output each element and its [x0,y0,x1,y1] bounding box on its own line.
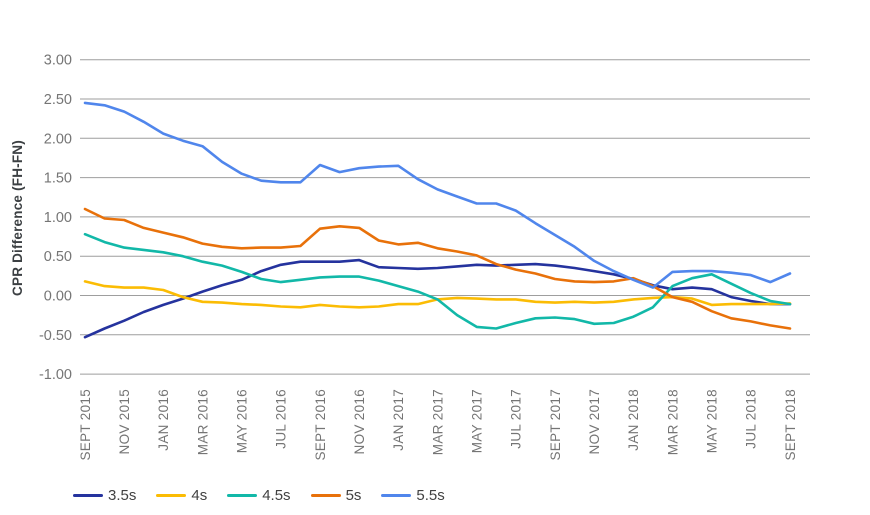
y-tick-label: 2.50 [44,92,72,108]
legend-swatch-4s [156,493,187,498]
x-tick-label: SEPT 2018 [783,389,798,461]
legend-label: 4.5s [262,487,291,504]
legend-item-5s: 5s [310,487,362,504]
legend-swatch-5s [310,493,341,498]
y-tick-label: 1.00 [44,210,72,226]
legend-label: 4s [191,487,208,504]
x-tick-label: JAN 2016 [156,389,171,451]
series-line-3.5s [83,258,792,339]
x-tick-label: MAR 2016 [195,389,210,455]
y-tick-label: 2.00 [44,131,72,147]
legend-label: 3.5s [108,487,137,504]
legend-swatch-3.5s [73,493,103,498]
series-line-4.5s [83,232,792,330]
x-tick-label: NOV 2017 [587,389,602,454]
y-tick-label: 0.50 [44,249,72,265]
x-tick-label: JUL 2017 [509,389,524,449]
x-tick-label: JUL 2016 [274,389,289,449]
legend-label: 5.5s [416,487,445,504]
series-line-4s [83,280,792,309]
y-tick-label: -0.50 [39,328,72,344]
y-tick-label: 3.00 [44,53,72,69]
x-tick-label: SEPT 2015 [78,389,93,461]
x-tick-label: NOV 2016 [352,389,367,454]
y-tick-label: 0.00 [44,289,72,305]
x-tick-label: MAY 2018 [704,389,719,453]
x-tick-label: MAR 2017 [430,389,445,455]
x-tick-label: JAN 2018 [626,389,641,451]
legend-item-4.5s: 4.5s [227,487,291,504]
series-line-5.5s [83,101,792,289]
legend-item-3.5s: 3.5s [73,487,136,504]
legend-swatch-4.5s [227,493,258,498]
x-tick-label: SEPT 2017 [548,389,563,461]
x-tick-label: MAR 2018 [665,389,680,455]
y-axis-title: CPR Difference (FH-FN) [10,140,25,296]
x-tick-label: SEPT 2016 [313,389,328,461]
legend-label: 5s [345,487,362,504]
x-tick-label: JUL 2018 [744,389,759,449]
x-tick-label: JAN 2017 [391,389,406,451]
y-tick-label: -1.00 [39,367,72,383]
series-line-5s [83,207,792,330]
y-tick-label: 1.50 [44,171,72,187]
legend: 3.5s 4s 4.5s 5s 5.5s [73,487,445,504]
legend-swatch-5.5s [381,493,412,498]
x-tick-label: MAY 2016 [234,389,249,453]
legend-item-4s: 4s [156,487,207,504]
x-tick-label: NOV 2015 [117,389,132,454]
x-tick-label: MAY 2017 [469,389,484,453]
legend-item-5.5s: 5.5s [381,487,445,504]
